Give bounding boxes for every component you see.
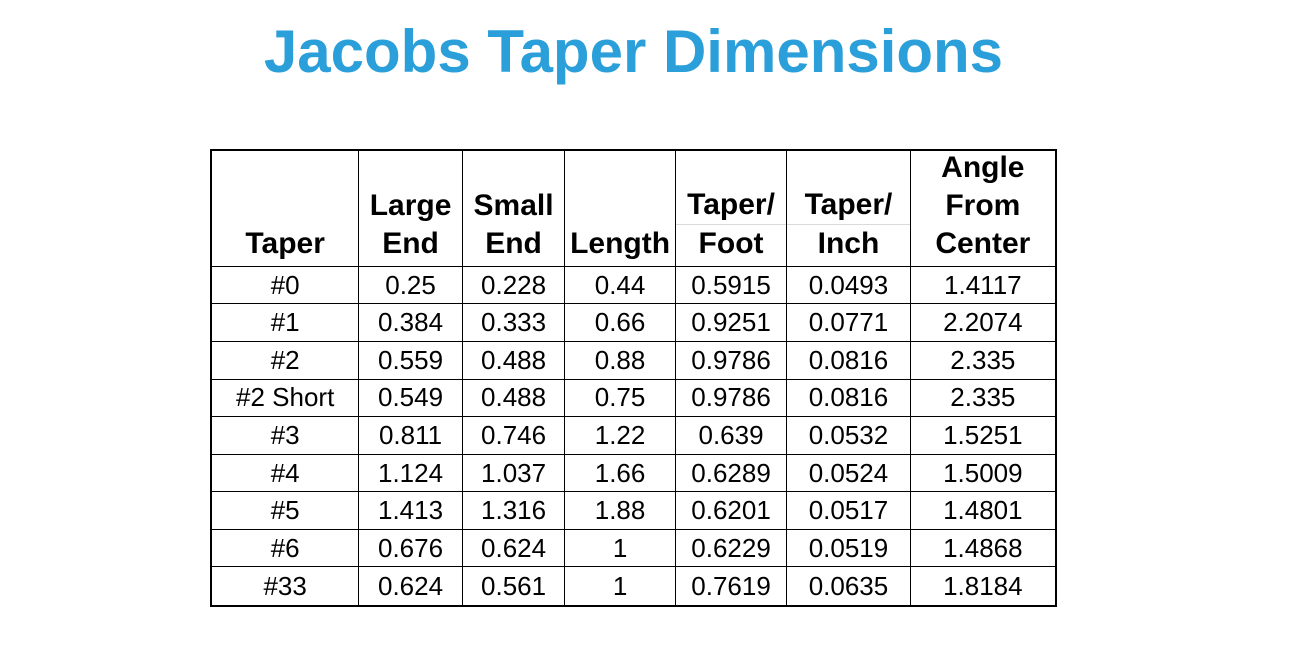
cell-large-end: 1.124: [359, 454, 463, 493]
cell-taper-per-foot: 0.9786: [675, 379, 788, 418]
column-header-line: Angle: [941, 151, 1025, 184]
column-header-line: Taper/: [804, 187, 893, 221]
cell-taper-per-foot: 0.6229: [675, 529, 788, 568]
cell-taper: #5: [212, 492, 360, 530]
cell-small-end: 0.488: [462, 342, 566, 380]
cell-small-end: 0.228: [462, 266, 566, 305]
cell-taper-per-foot: 0.6201: [675, 492, 788, 530]
cell-small-end: 1.037: [462, 454, 566, 493]
cell-large-end: 0.676: [359, 529, 463, 568]
cell-small-end: 0.333: [462, 304, 566, 343]
cell-length: 1: [565, 567, 676, 605]
cell-taper: #6: [212, 529, 360, 568]
cell-angle-from-center: 1.4117: [910, 267, 1055, 305]
column-header-line: Length: [570, 226, 671, 260]
page-title: Jacobs Taper Dimensions: [263, 18, 1004, 85]
cell-length: 1.88: [565, 492, 676, 530]
cell-small-end: 0.746: [462, 417, 566, 455]
cell-angle-from-center: 2.335: [910, 342, 1055, 380]
cell-taper: #2: [212, 342, 360, 380]
cell-large-end: 1.413: [359, 492, 463, 530]
cell-angle-from-center: 1.4868: [910, 530, 1055, 568]
column-header-line: Foot: [675, 223, 787, 263]
column-header-line: End: [485, 226, 542, 260]
cell-taper-per-inch: 0.0816: [787, 342, 911, 380]
cell-small-end: 0.561: [463, 567, 566, 605]
cell-large-end: 0.549: [359, 379, 463, 418]
cell-taper-per-inch: 0.0519: [787, 529, 911, 568]
cell-large-end: 0.25: [359, 266, 463, 305]
cell-small-end: 0.624: [462, 529, 566, 568]
cell-taper-per-foot: 0.5915: [675, 266, 788, 305]
cell-taper-per-inch: 0.0493: [787, 266, 911, 305]
cell-angle-from-center: 1.5251: [910, 417, 1055, 455]
cell-taper-per-inch: 0.0524: [787, 454, 911, 493]
column-header-line: Center: [935, 226, 1031, 260]
cell-angle-from-center: 2.2074: [910, 304, 1055, 343]
column-header-large-end: Large End: [359, 151, 463, 267]
column-header-line: From: [945, 188, 1021, 222]
cell-taper: #0: [212, 266, 360, 305]
cell-taper-per-foot: 0.9251: [675, 304, 788, 343]
cell-taper-per-inch: 0.0771: [787, 304, 911, 343]
cell-large-end: 0.624: [359, 567, 463, 605]
column-header-small-end: Small End: [462, 151, 566, 267]
cell-taper-per-inch: 0.0517: [787, 492, 911, 530]
column-header-line: Large: [369, 188, 452, 222]
column-header-line: Small: [473, 188, 554, 222]
cell-taper-per-foot: 0.7619: [676, 567, 788, 605]
cell-large-end: 0.559: [359, 342, 463, 380]
cell-angle-from-center: 1.5009: [910, 455, 1055, 493]
cell-taper: #3: [212, 417, 360, 455]
column-header-line: Taper: [245, 226, 325, 260]
cell-taper-per-foot: 0.639: [675, 417, 788, 455]
column-header-length: Length: [565, 151, 676, 267]
cell-taper-per-foot: 0.6289: [675, 454, 788, 493]
cell-length: 0.75: [565, 379, 676, 418]
cell-taper: #4: [212, 454, 360, 493]
taper-table: Taper Large End Small End Length Taper/Foot Tap…: [210, 149, 1057, 607]
column-header-line: Taper/: [687, 187, 775, 221]
column-header-angle-from-center: Angle From Center: [910, 151, 1055, 267]
column-header-line: Inch: [787, 223, 910, 263]
cell-taper: #1: [212, 304, 360, 343]
cell-taper-per-inch: 0.0816: [787, 379, 911, 418]
cell-angle-from-center: 2.335: [910, 380, 1055, 418]
cell-taper: #2 Short: [212, 379, 360, 418]
cell-large-end: 0.811: [359, 417, 463, 455]
column-header-taper-per-inch: Taper/Inch: [787, 151, 911, 267]
cell-small-end: 0.488: [462, 379, 566, 418]
cell-taper: #33: [212, 567, 360, 605]
cell-taper-per-foot: 0.9786: [675, 342, 788, 380]
column-header-line: End: [382, 226, 439, 260]
column-header-taper-per-foot: Taper/Foot: [675, 151, 788, 267]
cell-taper-per-inch: 0.0532: [787, 417, 911, 455]
cell-length: 1.22: [565, 417, 676, 455]
cell-length: 1: [565, 529, 676, 568]
cell-large-end: 0.384: [359, 304, 463, 343]
cell-length: 0.44: [565, 266, 676, 305]
cell-length: 1.66: [565, 454, 676, 493]
cell-angle-from-center: 1.8184: [943, 570, 1023, 601]
cell-length: 0.66: [565, 304, 676, 343]
cell-angle-from-center: 1.4801: [910, 492, 1055, 530]
column-header-taper: Taper: [212, 151, 360, 267]
cell-length: 0.88: [565, 342, 676, 380]
cell-taper-per-inch: 0.0635: [787, 567, 911, 605]
cell-small-end: 1.316: [462, 492, 566, 530]
